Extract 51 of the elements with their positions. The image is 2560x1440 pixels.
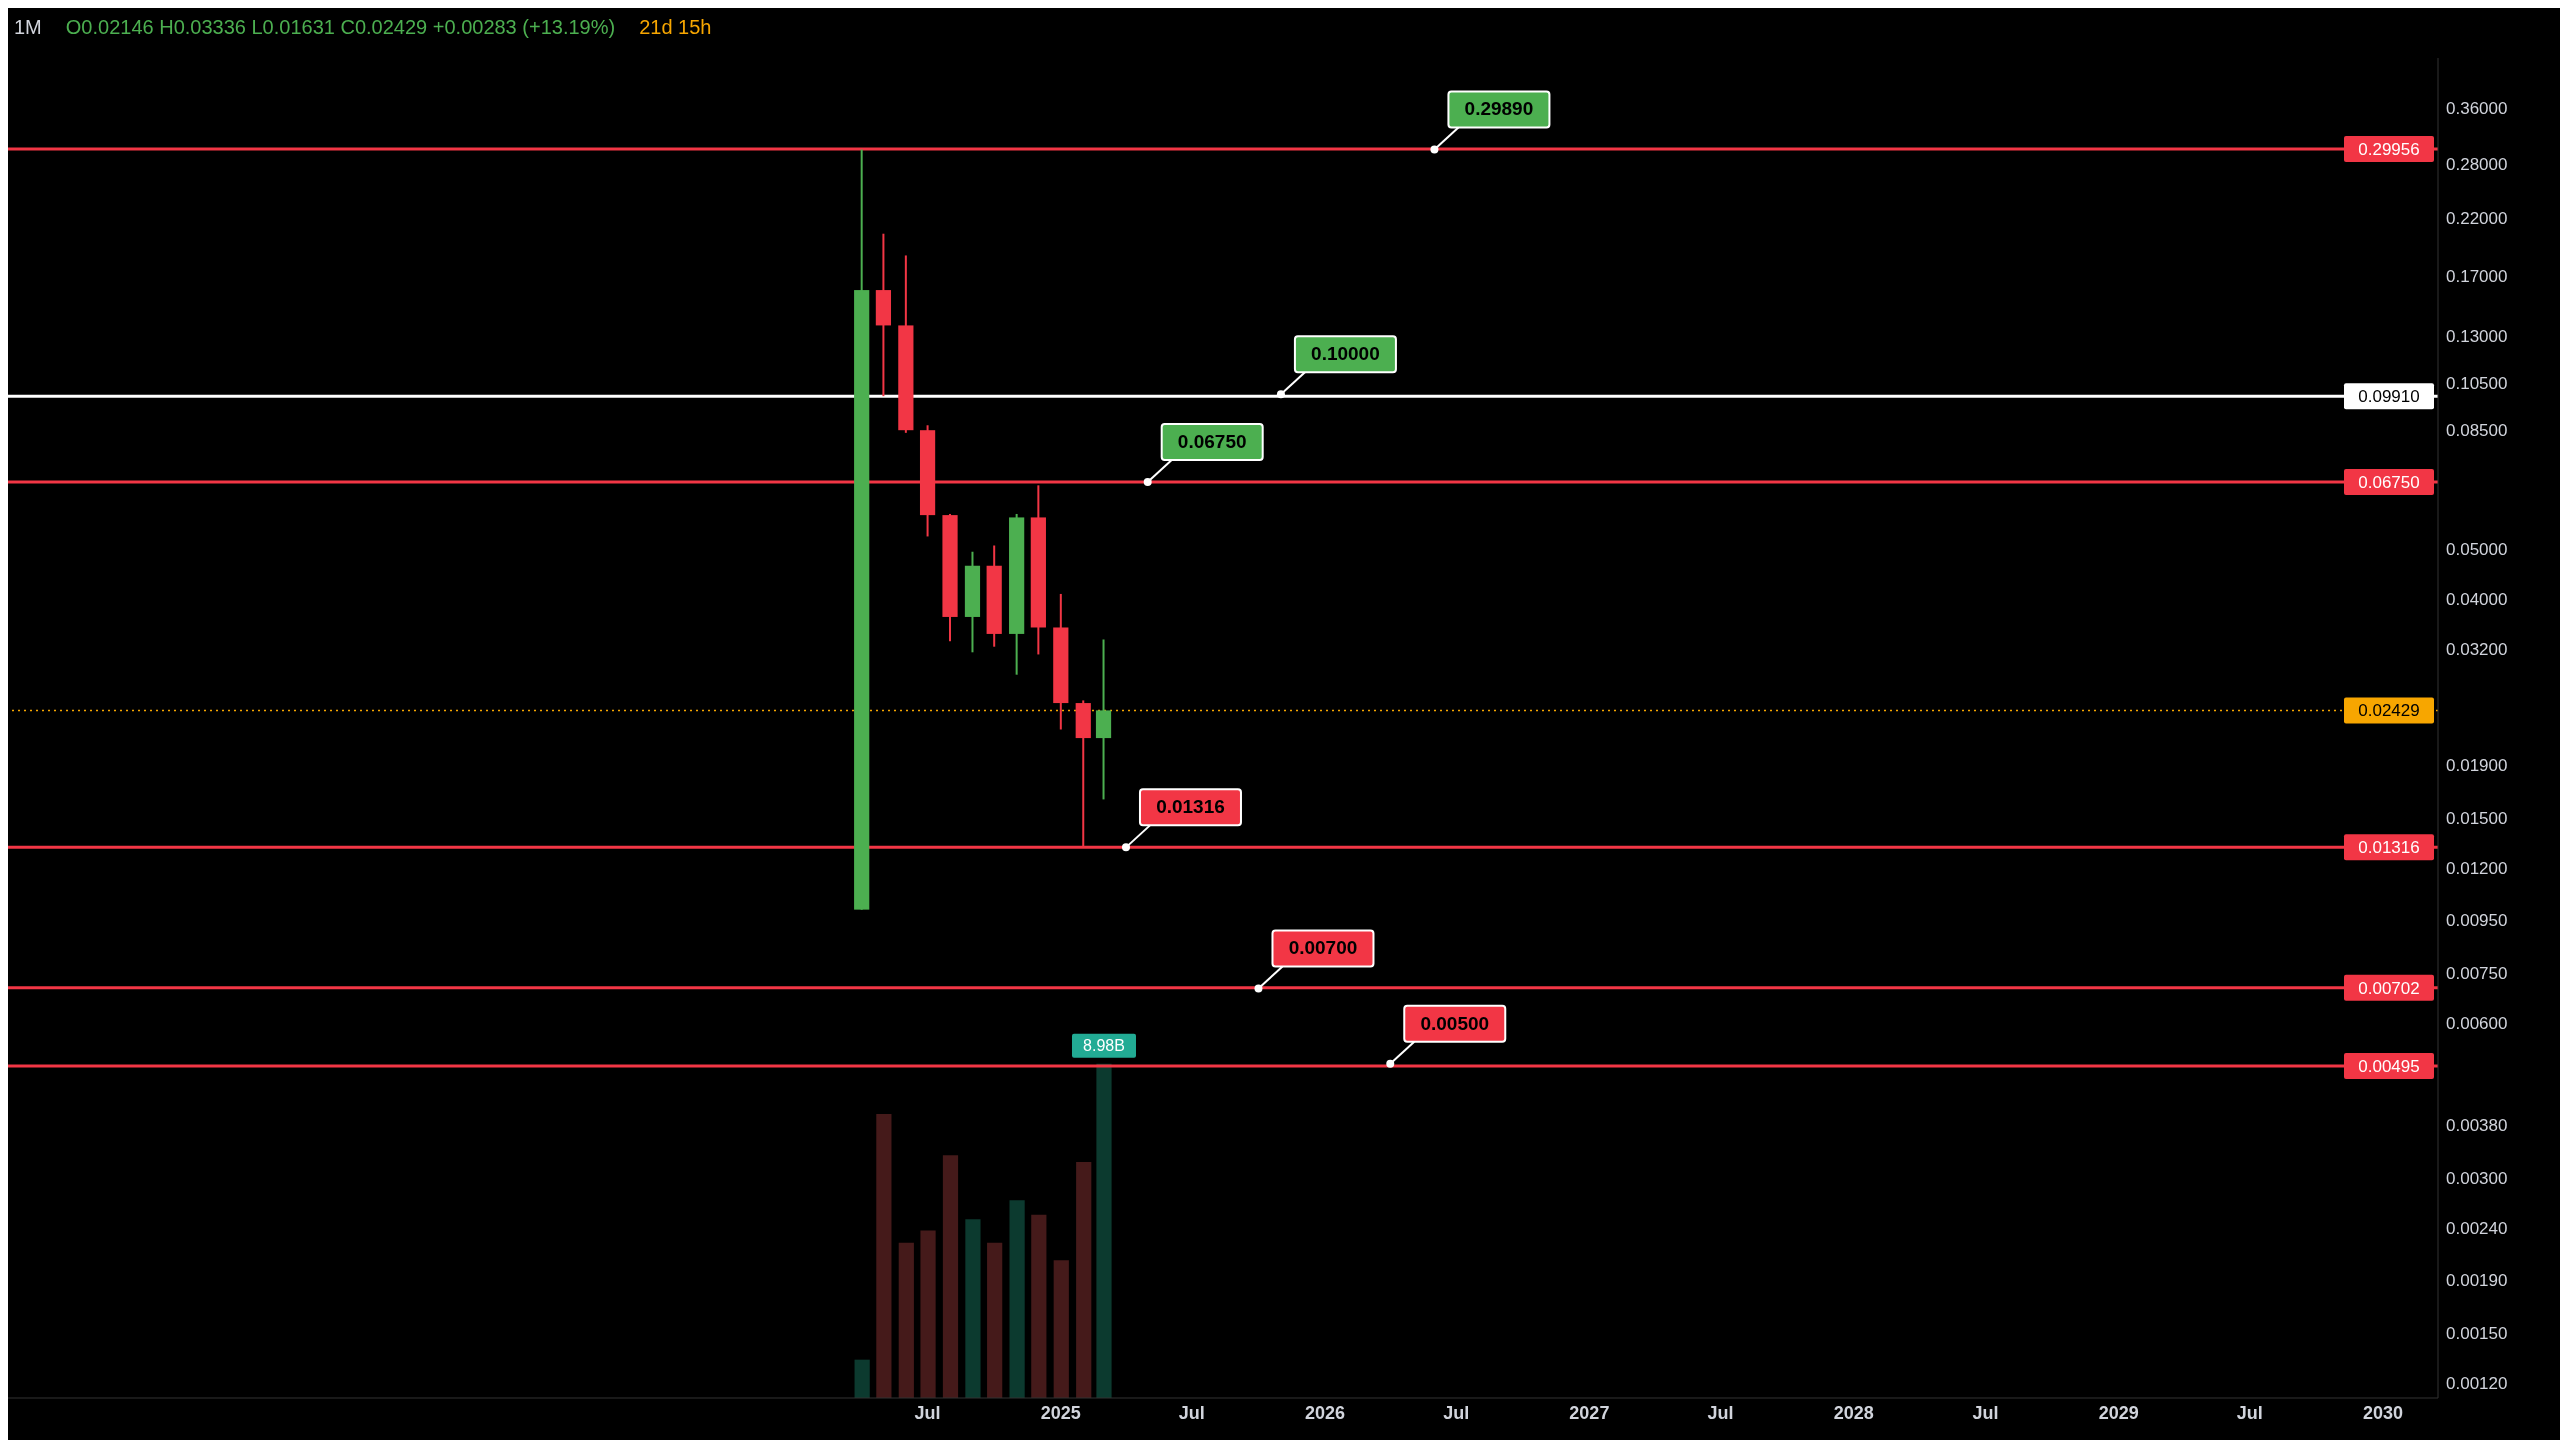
- y-tick-label: 0.00240: [2446, 1218, 2508, 1238]
- ref-line-label: 0.02429: [2358, 701, 2420, 721]
- y-tick-label: 0.00120: [2446, 1373, 2508, 1393]
- y-tick-label: 0.05000: [2446, 540, 2508, 560]
- y-tick-label: 0.01500: [2446, 809, 2508, 829]
- annotation: 0.00700: [1288, 937, 1358, 959]
- y-tick-label: 0.28000: [2446, 155, 2508, 175]
- text: O0.02146 H0.03336 L0.01631 C0.02429 +0.00283 (+13.19%): [65, 16, 616, 40]
- annotation: 0.10000: [1311, 343, 1380, 365]
- y-tick-label: 0.00750: [2446, 964, 2508, 984]
- y-tick-label: 0.04000: [2446, 589, 2508, 609]
- ref-line-label: 0.06750: [2358, 472, 2420, 492]
- ref-line-label: 0.29956: [2358, 139, 2420, 159]
- ref-line-label: 0.01316: [2358, 838, 2420, 858]
- y-tick-label: 0.00150: [2446, 1323, 2508, 1343]
- y-tick-label: 0.01900: [2446, 756, 2508, 776]
- y-tick-label: 0.10500: [2446, 374, 2508, 394]
- y-tick-label: 0.08500: [2446, 421, 2508, 441]
- y-tick-label: 0.00300: [2446, 1168, 2508, 1188]
- text: 21d 15h: [639, 16, 712, 40]
- x-tick-label: 2027: [1569, 1402, 1610, 1423]
- x-tick-label: Jul: [1443, 1402, 1470, 1423]
- x-tick-label: 2025: [1040, 1402, 1081, 1423]
- y-tick-label: 0.03200: [2446, 639, 2508, 659]
- y-tick-label: 0.00950: [2446, 911, 2508, 931]
- y-tick-label: 0.01200: [2446, 859, 2508, 879]
- x-tick-label: 2028: [1833, 1402, 1874, 1423]
- annotation: 0.01316: [1156, 796, 1225, 818]
- annotation: 0.00500: [1420, 1012, 1490, 1034]
- chart-title: 1M: [14, 16, 42, 40]
- y-tick-label: 0.00190: [2446, 1270, 2508, 1290]
- y-tick-label: 0.36000: [2446, 98, 2508, 118]
- y-tick-label: 0.00380: [2446, 1116, 2508, 1136]
- ref-line-label: 0.00702: [2358, 978, 2420, 998]
- x-tick-label: Jul: [2236, 1402, 2263, 1423]
- x-tick-label: 2029: [2098, 1402, 2139, 1423]
- y-tick-label: 0.13000: [2446, 326, 2508, 346]
- x-tick-label: Jul: [1178, 1402, 1205, 1423]
- ref-line-label: 0.09910: [2358, 387, 2420, 407]
- annotation: 0.29890: [1464, 98, 1534, 120]
- data-label: 8.98B: [1083, 1036, 1125, 1054]
- x-tick-label: Jul: [1707, 1402, 1734, 1423]
- ref-line-label: 0.00495: [2358, 1056, 2420, 1076]
- y-tick-label: 0.00600: [2446, 1013, 2508, 1033]
- annotation: 0.06750: [1177, 430, 1247, 452]
- y-tick-label: 0.17000: [2446, 266, 2508, 286]
- x-tick-label: 2026: [1305, 1402, 1346, 1423]
- y-tick-label: 0.22000: [2446, 208, 2508, 228]
- x-tick-label: 2030: [2362, 1402, 2403, 1423]
- x-tick-label: Jul: [914, 1402, 941, 1423]
- x-tick-label: Jul: [1972, 1402, 1999, 1423]
